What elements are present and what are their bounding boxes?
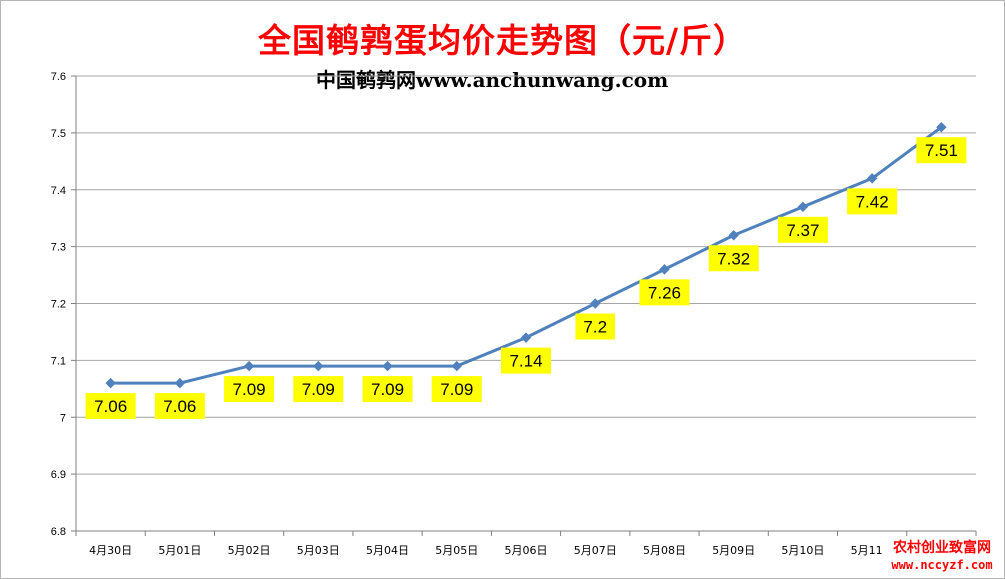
- x-tick-label: 5月09日: [712, 544, 755, 557]
- data-label: 7.09: [440, 380, 473, 399]
- data-label-bg: [916, 137, 967, 164]
- data-label-bg: [293, 376, 344, 403]
- chart-title: 全国鹌鹑蛋均价走势图（元/斤）: [257, 21, 748, 60]
- x-tick-label: 5月01日: [158, 544, 201, 557]
- data-label-bg: [501, 347, 551, 374]
- x-tick-label: 5月02日: [228, 544, 271, 557]
- y-tick-label: 7.5: [51, 128, 66, 140]
- data-point: [866, 173, 878, 184]
- data-label: 7.09: [233, 380, 266, 399]
- data-point: [659, 264, 670, 275]
- y-tick-label: 7.1: [51, 355, 66, 367]
- x-tick-label: 5月04日: [366, 544, 409, 557]
- x-tick-label: 5月11日: [851, 544, 894, 557]
- data-label-bg: [431, 376, 482, 403]
- data-label-bg: [154, 393, 205, 420]
- data-point: [797, 201, 809, 213]
- series-line: [110, 125, 943, 385]
- x-tick-label: 5月08日: [643, 544, 686, 557]
- data-label: 7.26: [648, 283, 681, 302]
- data-point: [174, 377, 186, 389]
- data-point: [313, 360, 324, 372]
- x-tick-label: 5月03日: [297, 544, 340, 557]
- data-point: [382, 360, 393, 372]
- data-label-bg: [85, 393, 136, 420]
- data-point: [105, 377, 116, 389]
- data-label: 7.14: [509, 352, 542, 371]
- data-point: [520, 332, 532, 343]
- x-tick-label: 4月30日: [89, 544, 132, 557]
- x-tick-label: 5月06日: [505, 544, 548, 557]
- data-label: 7.32: [717, 249, 750, 268]
- data-label: 7.37: [786, 221, 819, 240]
- data-point: [936, 121, 947, 133]
- y-tick-label: 7.4: [51, 185, 66, 197]
- data-label: 7.06: [163, 397, 196, 416]
- data-label: 7.06: [94, 397, 127, 416]
- data-label-bg: [847, 188, 898, 215]
- data-label-bg: [224, 376, 275, 403]
- watermark-url: www.nccyzf.com: [891, 558, 993, 572]
- data-label: 7.51: [925, 141, 958, 160]
- data-label-bg: [777, 216, 828, 243]
- x-tick-label: 5月05日: [435, 544, 478, 557]
- data-label-bg: [639, 279, 690, 306]
- data-label-bg: [362, 376, 413, 403]
- y-tick-label: 7: [60, 412, 66, 424]
- data-label: 7.09: [302, 380, 335, 399]
- x-tick-label: 5月07日: [574, 544, 617, 557]
- y-tick-label: 7.3: [51, 242, 66, 254]
- data-point: [243, 360, 255, 372]
- y-tick-label: 6.8: [51, 526, 66, 538]
- y-tick-label: 7.6: [51, 71, 66, 83]
- watermark-name: 农村创业致富网: [893, 540, 991, 556]
- data-point: [728, 230, 739, 241]
- data-label: 7.2: [583, 318, 607, 337]
- y-tick-label: 7.2: [51, 299, 66, 311]
- data-label: 7.09: [371, 380, 404, 399]
- x-tick-label: 5月10日: [781, 544, 824, 557]
- data-point: [590, 298, 601, 309]
- watermark: 农村创业致富网 www.nccyzf.com: [884, 540, 1000, 573]
- y-tick-label: 6.9: [51, 469, 66, 481]
- chart-subtitle: 中国鹌鹑网www.anchunwang.com: [316, 68, 669, 92]
- data-label-bg: [575, 313, 615, 340]
- data-label: 7.42: [856, 192, 889, 211]
- data-point: [451, 360, 462, 372]
- data-label-bg: [708, 245, 759, 272]
